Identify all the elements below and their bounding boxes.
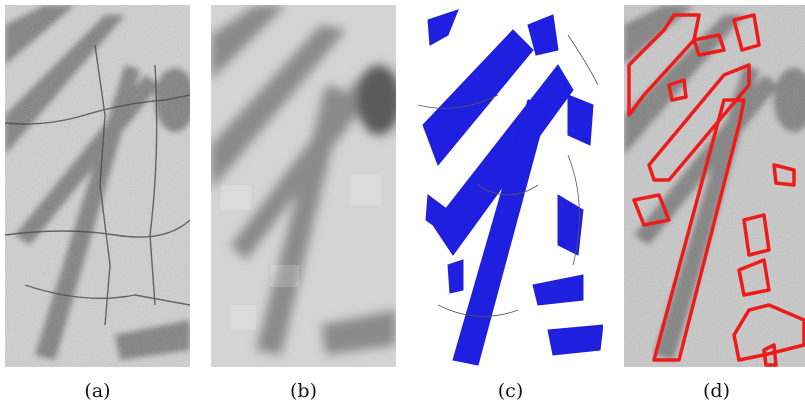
caption-b: (b)	[290, 380, 317, 402]
caption-d: (d)	[703, 380, 730, 402]
panel-b-smoothed-image	[211, 5, 396, 367]
caption-a: (a)	[84, 380, 111, 402]
outlined-detection-image	[624, 5, 805, 367]
smoothed-superpixel-image	[211, 5, 396, 367]
panel-d-outlined-detections	[624, 5, 805, 367]
original-texture-image	[5, 5, 190, 367]
panel-c-graph-segmentation	[418, 5, 603, 367]
panel-a-original-image	[5, 5, 190, 367]
caption-c: (c)	[497, 380, 524, 402]
graph-segmentation-image	[418, 5, 603, 367]
